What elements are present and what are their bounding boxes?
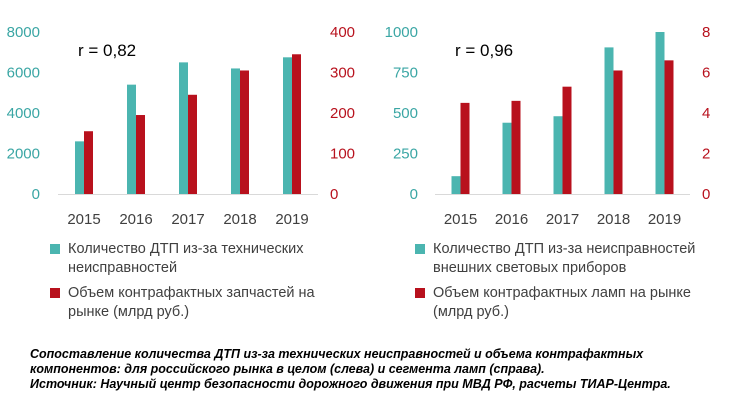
right-axis-tick-label: 6 bbox=[702, 65, 710, 82]
legend-right: Количество ДТП из-за неисправностей внеш… bbox=[415, 240, 715, 328]
caption-source: Источник: Научный центр безопасности дор… bbox=[30, 377, 671, 391]
legend-left: Количество ДТП из-за технических неиспра… bbox=[50, 240, 340, 328]
bar-accidents bbox=[127, 84, 136, 194]
caption-description: Сопоставление количества ДТП из-за техни… bbox=[30, 347, 644, 376]
bar-counterfeit-lamps bbox=[460, 102, 470, 194]
figure-caption: Сопоставление количества ДТП из-за техни… bbox=[30, 347, 705, 392]
x-axis-tick-label: 2017 bbox=[171, 211, 204, 228]
bar-light-accidents bbox=[655, 32, 665, 194]
bar-accidents bbox=[75, 141, 84, 194]
legend-label: Объем контрафактных ламп на рынке (млрд … bbox=[433, 285, 691, 320]
x-axis-tick-label: 2019 bbox=[648, 211, 681, 228]
bar-light-accidents bbox=[502, 122, 512, 194]
legend-item-light-accidents: Количество ДТП из-за неисправностей внеш… bbox=[415, 240, 715, 278]
bar-counterfeit-lamps bbox=[511, 100, 521, 194]
right-axis-tick-label: 2 bbox=[702, 146, 710, 163]
bar-counterfeit-parts bbox=[240, 70, 249, 194]
bar-counterfeit-parts bbox=[136, 115, 145, 194]
left-axis-tick-label: 1000 bbox=[385, 24, 418, 41]
left-axis-tick-label: 6000 bbox=[7, 65, 40, 82]
correlation-annotation: r = 0,96 bbox=[455, 41, 513, 60]
legend-swatch-teal bbox=[415, 244, 425, 254]
legend-swatch-teal bbox=[50, 244, 60, 254]
bar-light-accidents bbox=[451, 176, 461, 194]
left-axis-tick-label: 4000 bbox=[7, 105, 40, 122]
right-axis-tick-label: 0 bbox=[702, 186, 710, 203]
x-axis-tick-label: 2018 bbox=[223, 211, 256, 228]
correlation-annotation: r = 0,82 bbox=[78, 41, 136, 60]
x-axis-tick-label: 2019 bbox=[275, 211, 308, 228]
x-axis-tick-label: 2016 bbox=[119, 211, 152, 228]
legend-item-counterfeit-parts: Объем контрафактных запчастей на рынке (… bbox=[50, 284, 340, 322]
legend-item-accidents: Количество ДТП из-за технических неиспра… bbox=[50, 240, 340, 278]
bar-counterfeit-lamps bbox=[613, 70, 623, 194]
x-axis-tick-label: 2015 bbox=[444, 211, 477, 228]
bar-counterfeit-lamps bbox=[664, 60, 674, 194]
left-axis-tick-label: 0 bbox=[410, 186, 418, 203]
bar-accidents bbox=[179, 62, 188, 194]
bar-accidents bbox=[283, 57, 292, 194]
left-axis-tick-label: 250 bbox=[393, 146, 418, 163]
legend-label: Объем контрафактных запчастей на рынке (… bbox=[68, 285, 315, 320]
x-axis-tick-label: 2015 bbox=[67, 211, 100, 228]
right-axis-tick-label: 8 bbox=[702, 24, 710, 41]
left-axis-tick-label: 0 bbox=[32, 186, 40, 203]
bar-counterfeit-parts bbox=[84, 131, 93, 194]
right-axis-tick-label: 400 bbox=[330, 24, 355, 41]
legend-item-counterfeit-lamps: Объем контрафактных ламп на рынке (млрд … bbox=[415, 284, 715, 322]
right-axis-tick-label: 100 bbox=[330, 146, 355, 163]
x-axis-tick-label: 2017 bbox=[546, 211, 579, 228]
chart-right: 0 250 500 750 1000 0 2 4 6 8 2015 2016 2017 2018 2019 r… bbox=[385, 24, 711, 228]
legend-swatch-red bbox=[415, 288, 425, 298]
left-axis-tick-label: 2000 bbox=[7, 146, 40, 163]
bar-counterfeit-lamps bbox=[562, 86, 572, 194]
chart-left: 0 2000 4000 6000 8000 0 100 200 300 400 2015 2016 20… bbox=[7, 24, 355, 228]
x-axis-tick-label: 2016 bbox=[495, 211, 528, 228]
legend-label: Количество ДТП из-за неисправностей внеш… bbox=[433, 241, 696, 276]
left-axis-tick-label: 8000 bbox=[7, 24, 40, 41]
bar-counterfeit-parts bbox=[292, 54, 301, 195]
right-axis-tick-label: 200 bbox=[330, 105, 355, 122]
legend-label: Количество ДТП из-за технических неиспра… bbox=[68, 241, 304, 276]
bar-counterfeit-parts bbox=[188, 94, 197, 194]
bar-light-accidents bbox=[604, 47, 614, 194]
right-axis-tick-label: 4 bbox=[702, 105, 710, 122]
right-axis-tick-label: 0 bbox=[330, 186, 338, 203]
bar-light-accidents bbox=[553, 116, 563, 194]
x-axis-tick-label: 2018 bbox=[597, 211, 630, 228]
right-axis-tick-label: 300 bbox=[330, 65, 355, 82]
legend-swatch-red bbox=[50, 288, 60, 298]
left-axis-tick-label: 500 bbox=[393, 105, 418, 122]
left-axis-tick-label: 750 bbox=[393, 65, 418, 82]
bar-accidents bbox=[231, 68, 240, 194]
